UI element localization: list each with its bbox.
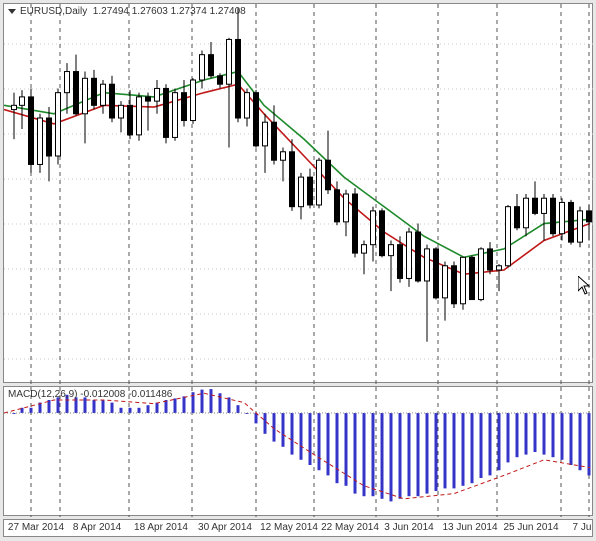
chart-title-bar: EURUSD,Daily 1.27494 1.27603 1.27374 1.2… [8, 6, 246, 17]
chart-ohlc-values: 1.27494 1.27603 1.27374 1.27408 [93, 6, 246, 17]
chart-symbol-label: EURUSD,Daily [20, 6, 87, 17]
time-axis-tick: 13 Jun 2014 [442, 522, 497, 533]
time-axis-tick: 18 Apr 2014 [134, 522, 188, 533]
chart-dropdown-icon[interactable] [8, 9, 16, 14]
time-axis-tick: 30 Apr 2014 [198, 522, 252, 533]
time-axis-tick: 3 Jun 2014 [384, 522, 434, 533]
time-axis-tick: 22 May 2014 [321, 522, 379, 533]
macd-chart-svg [4, 387, 594, 517]
time-axis: 27 Mar 2014 8 Apr 2014 18 Apr 2014 30 Apr 2… [3, 519, 593, 537]
time-axis-tick: 8 Apr 2014 [73, 522, 121, 533]
time-axis-tick: 12 May 2014 [260, 522, 318, 533]
macd-label: MACD(12,26,9) [8, 389, 77, 400]
time-axis-tick: 27 Mar 2014 [8, 522, 64, 533]
time-axis-tick: 25 Jun 2014 [503, 522, 558, 533]
macd-panel[interactable]: MACD(12,26,9) -0.012008 -0.011486 [3, 386, 593, 516]
time-axis-tick: 7 Ju [573, 522, 592, 533]
price-chart-svg [4, 4, 594, 384]
price-chart-panel[interactable]: EURUSD,Daily 1.27494 1.27603 1.27374 1.2… [3, 3, 593, 383]
macd-title-bar: MACD(12,26,9) -0.012008 -0.011486 [8, 389, 172, 400]
macd-values: -0.012008 -0.011486 [80, 389, 172, 400]
